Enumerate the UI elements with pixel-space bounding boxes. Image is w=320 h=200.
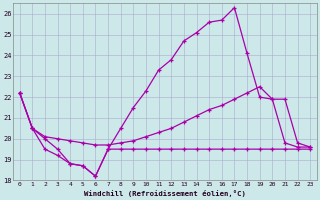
X-axis label: Windchill (Refroidissement éolien,°C): Windchill (Refroidissement éolien,°C) — [84, 190, 246, 197]
